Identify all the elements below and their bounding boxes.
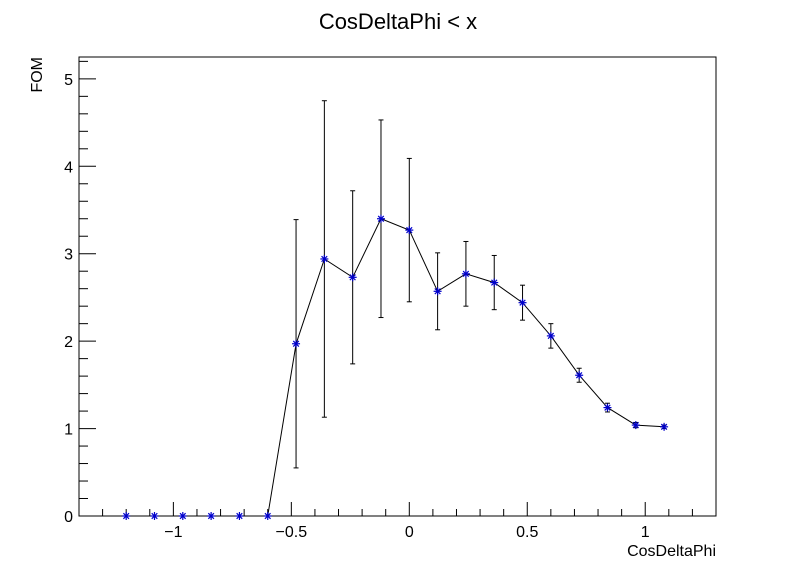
data-point bbox=[546, 331, 555, 340]
x-tick-label: −1 bbox=[164, 524, 182, 541]
series bbox=[122, 100, 669, 520]
x-tick-label: 0 bbox=[405, 524, 414, 541]
data-point bbox=[518, 298, 527, 307]
data-point bbox=[405, 226, 414, 235]
x-tick-label: 0.5 bbox=[516, 524, 538, 541]
data-point bbox=[178, 512, 187, 520]
y-axis-label: FOM bbox=[29, 57, 46, 93]
chart-title: CosDeltaPhi < x bbox=[319, 9, 477, 34]
data-point bbox=[603, 403, 612, 412]
data-point bbox=[263, 512, 272, 520]
x-tick-label: −0.5 bbox=[276, 524, 308, 541]
y-tick-label: 4 bbox=[64, 159, 73, 176]
data-point bbox=[575, 371, 584, 380]
y-tick-label: 5 bbox=[64, 72, 73, 89]
y-tick-label: 2 bbox=[64, 334, 73, 351]
y-tick-label: 1 bbox=[64, 422, 73, 439]
plot-frame bbox=[78, 56, 717, 517]
data-point bbox=[292, 339, 301, 348]
y-tick-label: 0 bbox=[64, 509, 73, 526]
x-tick-label: 1 bbox=[641, 524, 650, 541]
x-axis-label: CosDeltaPhi bbox=[627, 543, 716, 560]
series-line bbox=[126, 218, 665, 517]
data-point bbox=[150, 512, 159, 520]
data-point bbox=[433, 287, 442, 296]
y-tick-label: 3 bbox=[64, 247, 73, 264]
axis-ticks: −1 −0.5 0 0.5 1 0 1 2 3 4 5 bbox=[64, 60, 717, 541]
data-point bbox=[490, 278, 499, 287]
data-point bbox=[122, 512, 131, 520]
data-point bbox=[348, 273, 357, 282]
data-point bbox=[660, 422, 669, 431]
data-point bbox=[235, 512, 244, 520]
data-point bbox=[631, 421, 640, 430]
data-point bbox=[320, 254, 329, 263]
data-point bbox=[376, 214, 385, 223]
data-point bbox=[207, 512, 216, 520]
data-point bbox=[461, 269, 470, 278]
